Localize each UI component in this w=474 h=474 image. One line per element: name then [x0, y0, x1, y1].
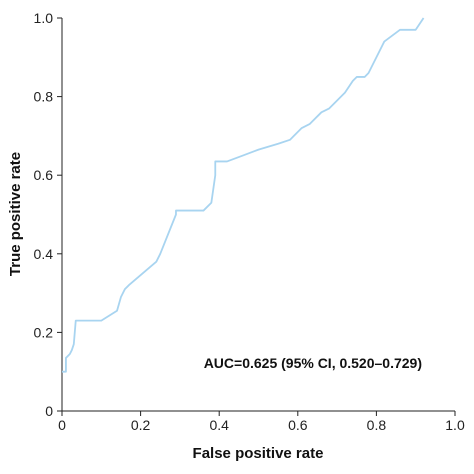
x-axis-ticks: 0 0.2 0.4 0.6 0.8 1.0	[58, 411, 465, 433]
y-tick-label: 0	[45, 403, 53, 419]
y-tick-label: 0.6	[34, 167, 54, 183]
x-tick-label: 0	[58, 417, 66, 433]
x-tick-label: 0.2	[131, 417, 151, 433]
x-tick-label: 0.8	[367, 417, 387, 433]
y-tick-label: 0.2	[34, 324, 54, 340]
roc-curve-line	[62, 17, 425, 373]
x-tick-label: 0.4	[209, 417, 229, 433]
series-layer	[62, 17, 425, 373]
y-axis-title: True positive rate	[7, 152, 24, 276]
axes	[61, 18, 455, 412]
x-axis-title: False positive rate	[193, 445, 324, 462]
auc-annotation: AUC=0.625 (95% CI, 0.520–0.729)	[204, 355, 422, 371]
y-tick-label: 1.0	[34, 10, 54, 26]
y-axis-ticks: 0 0.2 0.4 0.6 0.8 1.0	[34, 10, 62, 419]
y-tick-label: 0.4	[34, 246, 54, 262]
x-tick-label: 0.6	[288, 417, 308, 433]
x-tick-label: 1.0	[445, 417, 465, 433]
y-tick-label: 0.8	[34, 89, 54, 105]
